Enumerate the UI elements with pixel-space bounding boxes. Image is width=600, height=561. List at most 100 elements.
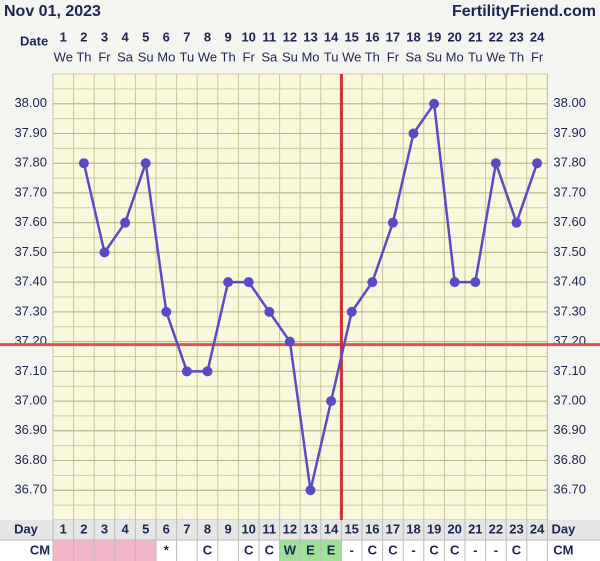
date-label: Date [20,33,48,48]
y2-tick-label: 37.00 [553,393,586,408]
date-number: 11 [262,29,276,44]
weekday: Su [426,49,442,64]
period-cell [135,540,156,561]
weekday: Sa [117,49,134,64]
day-number: 7 [183,521,190,536]
date-number: 10 [241,29,255,44]
cm-entry: E [306,542,315,557]
weekday: Th [221,49,236,64]
temperature-point [284,336,295,347]
date-number: 5 [142,29,149,44]
y-tick-label: 38.00 [14,95,47,110]
cm-entry: C [203,542,213,557]
date-number: 16 [365,29,379,44]
y-tick-label: 37.60 [14,214,47,229]
day-number: 3 [101,521,108,536]
cm-label: CM [553,542,573,557]
cm-entry: C [265,542,275,557]
date-number: 15 [344,29,358,44]
weekday: Sa [406,49,423,64]
weekday: Tu [180,49,195,64]
cm-entry: * [164,542,170,557]
y2-tick-label: 37.70 [553,184,586,199]
y-tick-label: 37.10 [14,363,47,378]
date-number: 13 [303,29,317,44]
weekday: Fr [531,49,544,64]
weekday: Tu [324,49,339,64]
day-number: 24 [530,521,545,536]
y2-tick-label: 36.90 [553,422,586,437]
fertile-cell [320,540,342,561]
chart-title: Nov 01, 2023 [4,3,101,20]
date-number: 7 [183,29,190,44]
y2-tick-label: 37.90 [553,125,586,140]
cm-entry: C [388,542,398,557]
date-number: 21 [468,29,482,44]
y2-tick-label: 38.00 [553,95,586,110]
date-number: 3 [101,29,108,44]
temperature-point [511,217,522,228]
period-cell [73,540,95,561]
day-number: 2 [80,521,87,536]
day-number: 22 [489,521,503,536]
weekday: Th [509,49,524,64]
day-number: 8 [204,521,211,536]
y-tick-label: 37.50 [14,244,47,259]
day-label: Day [551,521,576,536]
day-number: 9 [224,521,231,536]
temperature-point [264,306,275,317]
date-number: 9 [224,29,231,44]
day-number: 19 [427,521,441,536]
y-tick-label: 37.30 [14,303,47,318]
cm-entry: - [473,542,477,557]
source: FertilityFriend.com [452,3,596,20]
day-number: 14 [324,521,339,536]
weekday: We [342,49,361,64]
temperature-point [429,98,440,109]
cm-entry: C [368,542,378,557]
y-tick-label: 37.00 [14,393,47,408]
day-label: Day [14,521,39,536]
date-number: 17 [386,29,400,44]
day-number: 10 [241,521,255,536]
temperature-point [449,277,460,288]
temperature-point [367,277,378,288]
date-number: 23 [509,29,523,44]
fertile-cell [279,540,301,561]
weekday: Fr [98,49,111,64]
y-tick-label: 36.80 [14,452,47,467]
weekday: Su [138,49,154,64]
temperature-point [326,396,337,407]
temperature-point [78,158,89,169]
cm-entry: W [284,542,297,557]
y2-tick-label: 37.30 [553,303,586,318]
day-number: 21 [468,521,482,536]
cm-label: CM [30,542,50,557]
day-number: 17 [386,521,400,536]
y2-tick-label: 36.70 [553,482,586,497]
cm-entry: C [244,542,254,557]
day-number: 1 [60,521,67,536]
y2-tick-label: 37.40 [553,274,586,289]
cm-entry: - [350,542,354,557]
temperature-point [161,306,172,317]
date-number: 8 [204,29,211,44]
temperature-point [408,128,419,139]
day-number: 15 [344,521,358,536]
weekday: Fr [243,49,256,64]
date-number: 1 [60,29,67,44]
date-number: 6 [163,29,170,44]
y-tick-label: 37.40 [14,274,47,289]
y-tick-label: 36.70 [14,482,47,497]
cm-entry: - [494,542,498,557]
day-number: 6 [163,521,170,536]
weekday: Mo [157,49,175,64]
day-number: 5 [142,521,149,536]
weekday: Mo [301,49,319,64]
temperature-point [532,158,543,169]
weekday: Tu [468,49,483,64]
temperature-point [387,217,398,228]
y2-tick-label: 37.80 [553,155,586,170]
weekday: We [198,49,217,64]
